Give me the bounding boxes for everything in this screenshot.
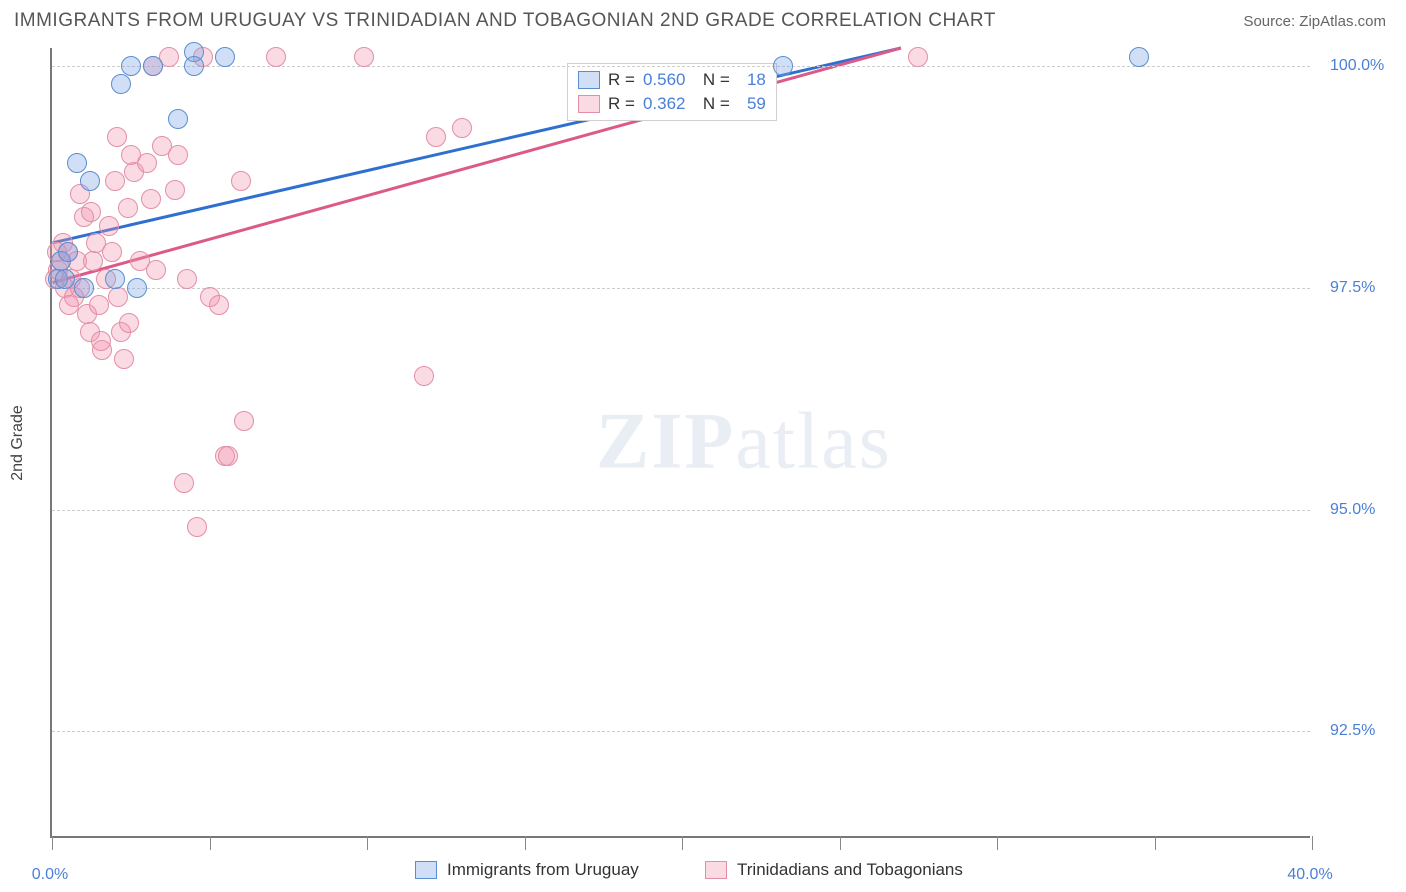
scatter-point-b [119,313,139,333]
scatter-point-a [143,56,163,76]
scatter-point-b [59,295,79,315]
x-tick [210,836,211,850]
watermark-zip: ZIP [596,398,735,486]
scatter-point-b [118,198,138,218]
y-axis-label: 2nd Grade [9,405,27,481]
legend-swatch-a [415,861,437,879]
scatter-point-a [1129,47,1149,67]
scatter-point-a [121,56,141,76]
x-tick [367,836,368,850]
scatter-point-a [67,153,87,173]
scatter-point-b [187,517,207,537]
scatter-point-a [773,56,793,76]
gridline-h [52,66,1310,67]
scatter-point-b [107,127,127,147]
y-tick-label: 100.0% [1330,57,1384,75]
x-tick-label: 0.0% [32,866,68,884]
scatter-point-a [215,47,235,67]
scatter-point-a [105,269,125,289]
x-tick [1155,836,1156,850]
watermark-atlas: atlas [735,398,892,486]
scatter-point-b [168,145,188,165]
legend-n-label: N = [693,92,729,116]
scatter-point-b [91,331,111,351]
scatter-point-a [168,109,188,129]
chart-container: ZIPatlas R = 0.560 N = 18R = 0.362 N = 5… [50,48,1390,838]
scatter-point-b [102,242,122,262]
scatter-point-b [89,295,109,315]
legend-swatch-b [578,95,600,113]
legend-n-label: N = [693,68,729,92]
scatter-point-b [105,171,125,191]
x-tick-label: 40.0% [1287,866,1332,884]
y-tick-label: 92.5% [1330,722,1375,740]
legend-stat-row-b: R = 0.362 N = 59 [578,92,766,116]
scatter-point-a [184,56,204,76]
scatter-point-b [218,446,238,466]
watermark: ZIPatlas [596,397,892,488]
scatter-point-b [177,269,197,289]
scatter-point-b [146,260,166,280]
scatter-point-b [83,251,103,271]
legend-label: Trinidadians and Tobagonians [737,860,963,880]
scatter-point-b [81,202,101,222]
legend-label: Immigrants from Uruguay [447,860,639,880]
legend-r-value: 0.362 [643,92,686,116]
x-tick [997,836,998,850]
gridline-h [52,288,1310,289]
scatter-point-b [137,153,157,173]
x-tick [682,836,683,850]
legend-r-value: 0.560 [643,68,686,92]
trend-lines [52,48,1310,836]
legend-n-value: 59 [738,92,766,116]
legend-swatch-b [705,861,727,879]
legend-bottom-a: Immigrants from Uruguay [415,860,639,880]
legend-n-value: 18 [738,68,766,92]
scatter-point-b [141,189,161,209]
scatter-point-a [111,74,131,94]
legend-r-label: R = [608,68,635,92]
scatter-point-b [209,295,229,315]
scatter-point-b [231,171,251,191]
scatter-point-a [58,242,78,262]
y-tick-label: 95.0% [1330,501,1375,519]
scatter-point-a [74,278,94,298]
scatter-point-a [55,269,75,289]
y-tick-label: 97.5% [1330,279,1375,297]
x-tick [1312,836,1313,850]
source-label: Source: ZipAtlas.com [1243,13,1386,30]
plot-area: ZIPatlas R = 0.560 N = 18R = 0.362 N = 5… [50,48,1310,838]
gridline-h [52,510,1310,511]
scatter-point-a [80,171,100,191]
scatter-point-b [174,473,194,493]
scatter-point-b [165,180,185,200]
scatter-point-b [266,47,286,67]
scatter-point-b [108,287,128,307]
legend-stats-box: R = 0.560 N = 18R = 0.362 N = 59 [567,63,777,121]
scatter-point-b [452,118,472,138]
gridline-h [52,731,1310,732]
scatter-point-b [99,216,119,236]
legend-bottom-b: Trinidadians and Tobagonians [705,860,963,880]
chart-title: IMMIGRANTS FROM URUGUAY VS TRINIDADIAN A… [14,10,996,32]
x-tick [525,836,526,850]
scatter-point-b [234,411,254,431]
scatter-point-b [114,349,134,369]
legend-stat-row-a: R = 0.560 N = 18 [578,68,766,92]
scatter-point-b [354,47,374,67]
scatter-point-a [127,278,147,298]
legend-r-label: R = [608,92,635,116]
legend-swatch-a [578,71,600,89]
scatter-point-b [908,47,928,67]
scatter-point-b [414,366,434,386]
x-tick [840,836,841,850]
scatter-point-b [426,127,446,147]
x-tick [52,836,53,850]
